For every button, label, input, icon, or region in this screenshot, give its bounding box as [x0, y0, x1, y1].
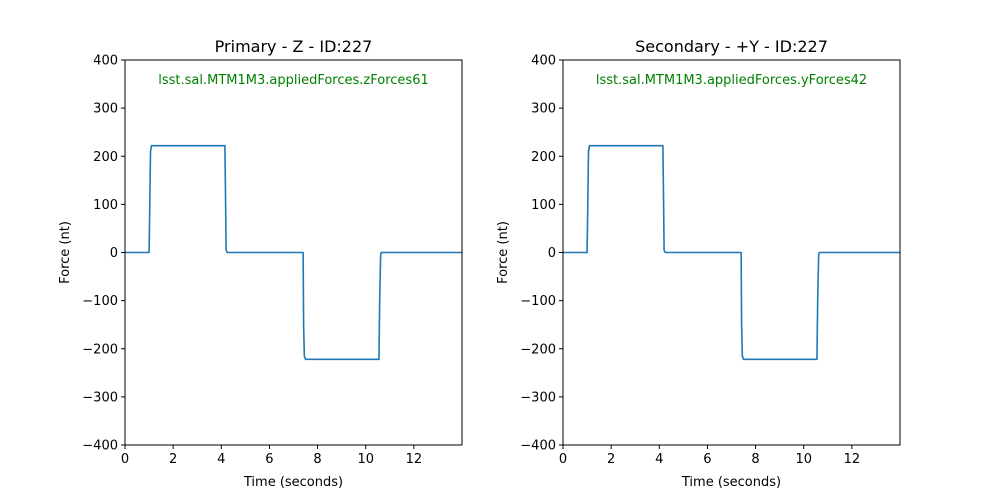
y-tick-label: 400: [531, 54, 556, 69]
x-tick-label: 12: [844, 452, 861, 467]
y-tick-label: −400: [520, 439, 556, 454]
y-axis-label: Force (nt): [58, 221, 73, 284]
chart-primary-z: Primary - Z - ID:227 lsst.sal.MTM1M3.app…: [58, 37, 463, 490]
series-annotation: lsst.sal.MTM1M3.appliedForces.zForces61: [158, 73, 428, 88]
series-line: [125, 144, 462, 361]
chart-title: Secondary - +Y - ID:227: [635, 37, 828, 56]
y-tick-label: −300: [82, 390, 118, 405]
x-tick-label: 8: [751, 452, 759, 467]
y-tick-label: 200: [531, 150, 556, 165]
chart-secondary-y: Secondary - +Y - ID:227 lsst.sal.MTM1M3.…: [496, 37, 901, 490]
chart-title: Primary - Z - ID:227: [215, 37, 373, 56]
y-tick-label: −100: [82, 294, 118, 309]
x-tick-label: 6: [265, 452, 273, 467]
x-axis-label: Time (seconds): [681, 475, 781, 490]
series-annotation: lsst.sal.MTM1M3.appliedForces.yForces42: [596, 73, 867, 88]
x-tick-label: 10: [357, 452, 374, 467]
x-tick-label: 4: [655, 452, 663, 467]
y-tick-label: 100: [93, 198, 118, 213]
x-tick-label: 8: [313, 452, 321, 467]
y-tick-label: −400: [82, 439, 118, 454]
y-axis-label: Force (nt): [496, 221, 511, 284]
x-tick-label: 4: [217, 452, 225, 467]
y-tick-label: 100: [531, 198, 556, 213]
y-tick-label: −300: [520, 390, 556, 405]
x-tick-label: 2: [169, 452, 177, 467]
y-tick-label: 0: [548, 246, 556, 261]
y-tick-label: −200: [520, 342, 556, 357]
x-tick-label: 12: [406, 452, 423, 467]
y-tick-label: 300: [93, 102, 118, 117]
x-tick-label: 0: [121, 452, 129, 467]
y-tick-label: 300: [531, 102, 556, 117]
x-tick-label: 2: [607, 452, 615, 467]
series-line: [563, 144, 900, 361]
y-tick-label: 200: [93, 150, 118, 165]
x-tick-label: 0: [559, 452, 567, 467]
x-tick-label: 10: [795, 452, 812, 467]
x-tick-label: 6: [703, 452, 711, 467]
y-tick-label: 0: [110, 246, 118, 261]
y-tick-label: 400: [93, 54, 118, 69]
y-tick-label: −200: [82, 342, 118, 357]
y-tick-label: −100: [520, 294, 556, 309]
x-axis-label: Time (seconds): [243, 475, 343, 490]
